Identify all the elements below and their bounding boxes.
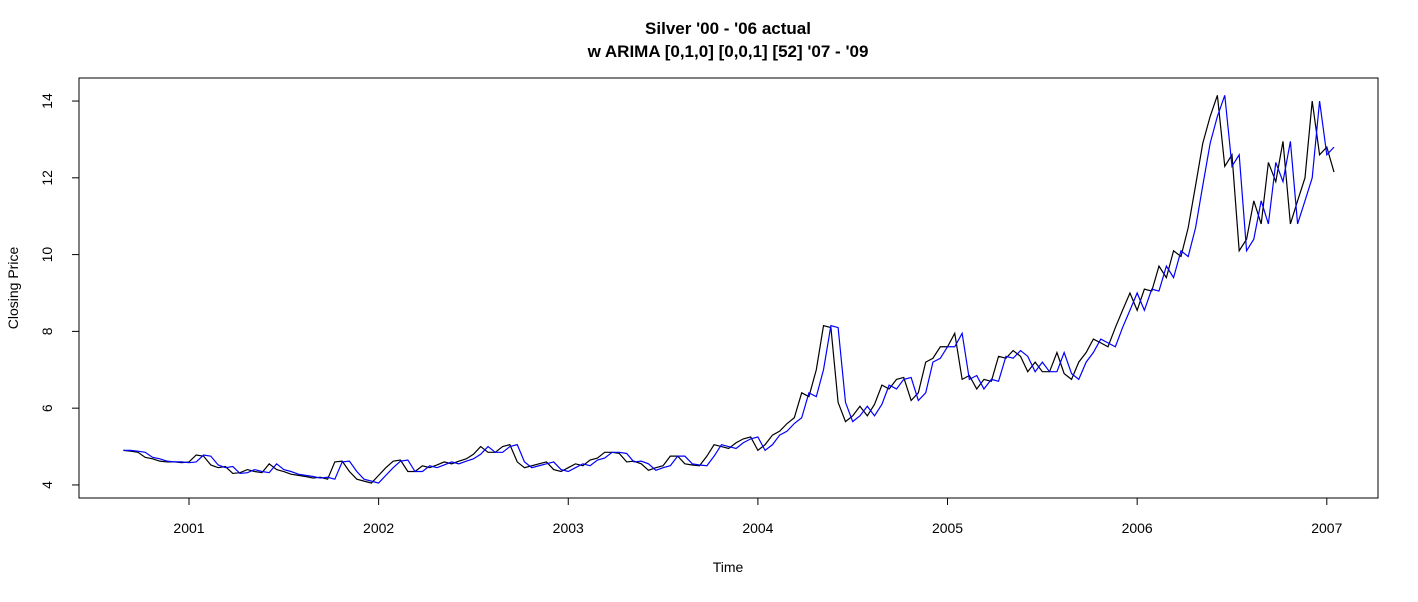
- y-tick-label: 4: [39, 481, 55, 489]
- series-line: [123, 95, 1335, 484]
- x-tick-label: 2003: [553, 520, 584, 536]
- chart-subtitle: w ARIMA [0,1,0] [0,0,1] [52] '07 - '09: [587, 42, 869, 61]
- series-line: [123, 95, 1335, 484]
- x-tick-label: 2007: [1311, 520, 1342, 536]
- x-tick-label: 2002: [363, 520, 394, 536]
- y-axis-label: Closing Price: [5, 247, 21, 330]
- x-tick-label: 2004: [742, 520, 773, 536]
- x-tick-label: 2005: [932, 520, 963, 536]
- y-tick-label: 10: [39, 247, 55, 263]
- x-tick-label: 2006: [1122, 520, 1153, 536]
- y-tick-label: 14: [39, 93, 55, 109]
- y-tick-label: 6: [39, 404, 55, 412]
- y-tick-label: 12: [39, 170, 55, 186]
- x-tick-label: 2001: [173, 520, 204, 536]
- y-tick-label: 8: [39, 327, 55, 335]
- chart-title: Silver '00 - '06 actual: [645, 19, 811, 38]
- x-axis-label: Time: [713, 559, 744, 575]
